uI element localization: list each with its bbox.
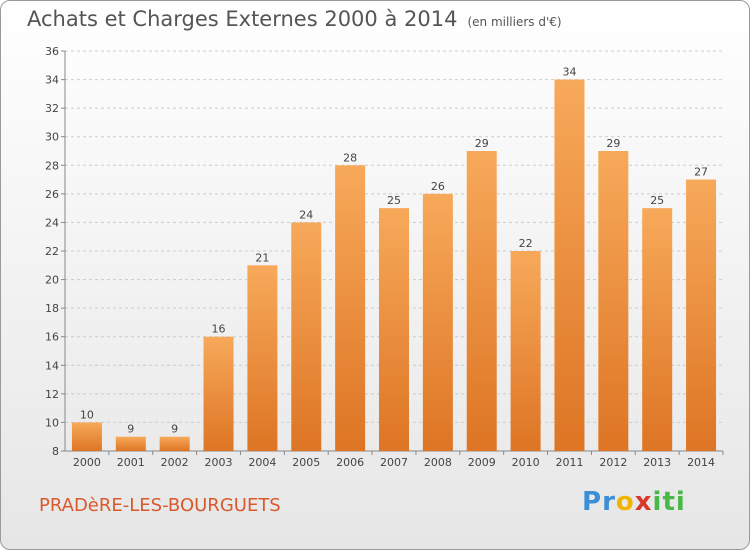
chart-title: Achats et Charges Externes 2000 à 2014 (e… bbox=[27, 7, 562, 31]
y-tick-label: 10 bbox=[45, 416, 59, 429]
y-tick-label: 30 bbox=[45, 131, 59, 144]
x-tick-label: 2004 bbox=[248, 456, 276, 469]
bar-value-label: 29 bbox=[475, 137, 489, 150]
commune-name: PRADèRE-LES-BOURGUETS bbox=[39, 495, 281, 516]
bar bbox=[598, 151, 629, 451]
bar bbox=[115, 436, 146, 451]
y-tick-label: 36 bbox=[45, 45, 59, 58]
y-tick-label: 8 bbox=[52, 445, 59, 458]
x-tick-label: 2003 bbox=[205, 456, 233, 469]
bar-value-label: 27 bbox=[694, 166, 708, 179]
bar-value-label: 29 bbox=[606, 137, 620, 150]
bar bbox=[554, 79, 585, 452]
y-tick-label: 24 bbox=[45, 216, 59, 229]
bar bbox=[335, 165, 366, 452]
x-tick-label: 2014 bbox=[687, 456, 715, 469]
bar bbox=[203, 336, 234, 451]
y-tick-label: 20 bbox=[45, 274, 59, 287]
bar-value-label: 24 bbox=[299, 208, 313, 221]
bar bbox=[291, 222, 322, 451]
x-tick-label: 2012 bbox=[599, 456, 627, 469]
bar bbox=[247, 265, 278, 451]
logo-letter: t bbox=[662, 487, 676, 517]
x-tick-label: 2009 bbox=[468, 456, 496, 469]
bar-value-label: 21 bbox=[255, 251, 269, 264]
bar bbox=[159, 436, 190, 451]
y-tick-label: 26 bbox=[45, 188, 59, 201]
logo-letter: P bbox=[582, 487, 603, 517]
logo-letter: x bbox=[634, 487, 653, 517]
y-tick-label: 12 bbox=[45, 388, 59, 401]
bar-value-label: 26 bbox=[431, 180, 445, 193]
y-tick-label: 28 bbox=[45, 159, 59, 172]
y-tick-label: 14 bbox=[45, 359, 59, 372]
x-tick-label: 2007 bbox=[380, 456, 408, 469]
x-tick-label: 2001 bbox=[117, 456, 145, 469]
logo-letter: i bbox=[675, 487, 686, 517]
y-tick-label: 32 bbox=[45, 102, 59, 115]
bar-value-label: 34 bbox=[562, 66, 576, 79]
bar bbox=[466, 151, 497, 451]
proxiti-logo: Proxiti bbox=[582, 487, 686, 517]
logo-letter: o bbox=[615, 487, 635, 517]
logo-letter: r bbox=[602, 487, 616, 517]
bar bbox=[71, 422, 102, 451]
chart-subtitle: (en milliers d'€) bbox=[467, 15, 562, 29]
bar-value-label: 16 bbox=[212, 323, 226, 336]
bar bbox=[642, 208, 673, 451]
logo-letter: i bbox=[652, 487, 663, 517]
bar-value-label: 25 bbox=[387, 194, 401, 207]
bar-value-label: 25 bbox=[650, 194, 664, 207]
x-tick-label: 2006 bbox=[336, 456, 364, 469]
y-tick-label: 16 bbox=[45, 331, 59, 344]
bar bbox=[422, 193, 453, 451]
y-tick-label: 34 bbox=[45, 74, 59, 87]
x-tick-label: 2010 bbox=[512, 456, 540, 469]
x-tick-label: 2011 bbox=[555, 456, 583, 469]
bar bbox=[510, 251, 541, 451]
x-tick-label: 2000 bbox=[73, 456, 101, 469]
x-tick-label: 2013 bbox=[643, 456, 671, 469]
bar bbox=[686, 179, 717, 452]
chart-title-text: Achats et Charges Externes 2000 à 2014 bbox=[27, 7, 458, 31]
bar-value-label: 9 bbox=[171, 423, 178, 436]
x-tick-label: 2005 bbox=[292, 456, 320, 469]
bar bbox=[379, 208, 409, 451]
bar-value-label: 9 bbox=[127, 423, 134, 436]
y-tick-label: 22 bbox=[45, 245, 59, 258]
bar-value-label: 22 bbox=[519, 237, 533, 250]
bar-value-label: 28 bbox=[343, 151, 357, 164]
bar-value-label: 10 bbox=[80, 408, 94, 421]
y-tick-label: 18 bbox=[45, 302, 59, 315]
x-tick-label: 2008 bbox=[424, 456, 452, 469]
x-tick-label: 2002 bbox=[161, 456, 189, 469]
